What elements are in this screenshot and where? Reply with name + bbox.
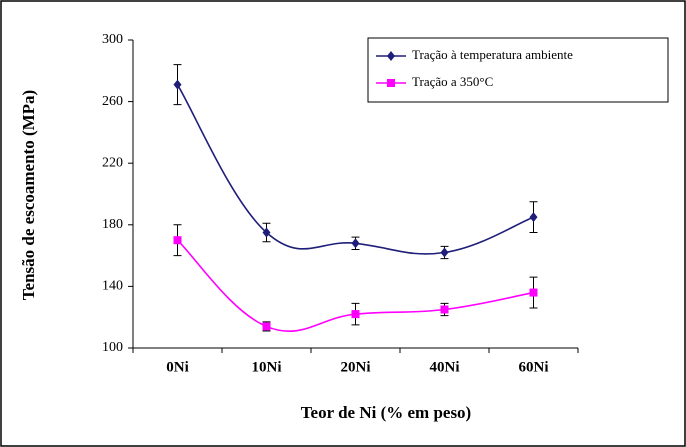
series-line xyxy=(176,84,534,255)
data-point xyxy=(351,310,360,319)
x-tick-label: 40Ni xyxy=(430,359,460,375)
y-tick-label: 100 xyxy=(102,340,123,355)
legend-label: Tração à temperatura ambiente xyxy=(412,47,573,62)
y-axis-title: Tensão de escoamento (MPa) xyxy=(19,90,38,300)
legend-marker xyxy=(387,51,395,61)
legend-label: Tração a 350°C xyxy=(412,74,493,89)
y-tick-label: 260 xyxy=(102,94,123,109)
data-point xyxy=(440,247,449,258)
x-axis-title: Teor de Ni (% em peso) xyxy=(301,403,471,422)
legend-box xyxy=(367,37,669,103)
y-tick-label: 140 xyxy=(102,279,123,294)
data-point xyxy=(351,238,360,249)
x-tick-label: 10Ni xyxy=(252,359,282,375)
data-point xyxy=(440,305,449,314)
x-tick-label: 20Ni xyxy=(341,359,371,375)
x-tick-label: 60Ni xyxy=(519,359,549,375)
data-point xyxy=(529,288,538,297)
legend-marker xyxy=(387,79,395,87)
y-tick-label: 300 xyxy=(102,32,123,47)
data-point xyxy=(262,322,271,331)
data-point xyxy=(262,227,271,238)
y-tick-label: 220 xyxy=(102,155,123,170)
series-line xyxy=(176,239,534,332)
data-point xyxy=(529,212,538,223)
x-tick-label: 0Ni xyxy=(166,359,189,375)
y-tick-label: 180 xyxy=(102,217,123,232)
data-point xyxy=(173,236,182,245)
data-point xyxy=(173,79,182,90)
